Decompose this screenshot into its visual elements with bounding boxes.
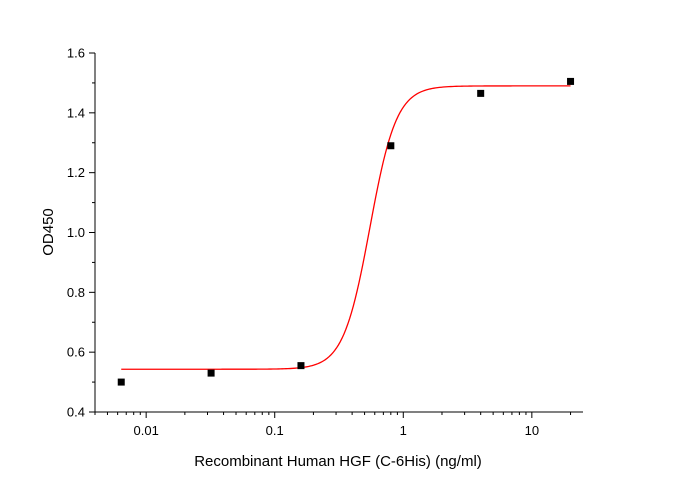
x-ticks: 0.01 0.1 1 10 xyxy=(94,412,572,438)
y-axis-title: OD450 xyxy=(40,208,57,256)
data-point xyxy=(387,142,395,150)
data-points xyxy=(117,77,575,386)
y-tick-label: 0.6 xyxy=(67,345,85,360)
y-ticks: 0.4 0.6 0.8 1.0 1.2 1.4 1.6 xyxy=(67,46,95,420)
x-tick-label: 0.1 xyxy=(266,423,284,438)
y-tick-label: 1.6 xyxy=(67,46,85,61)
fit-curve xyxy=(121,85,571,370)
fit-curve-group xyxy=(121,85,571,370)
x-tick-label: 1 xyxy=(400,423,407,438)
data-point xyxy=(297,362,305,370)
y-tick-label: 1.4 xyxy=(67,105,85,120)
x-tick-label: 10 xyxy=(525,423,539,438)
x-tick-label: 0.01 xyxy=(134,423,159,438)
y-tick-label: 1.0 xyxy=(67,225,85,240)
data-point xyxy=(117,378,125,386)
x-axis-title: Recombinant Human HGF (C-6His) (ng/ml) xyxy=(194,453,482,470)
data-point xyxy=(207,369,215,377)
data-point xyxy=(567,77,575,85)
plot-area: 0.01 0.1 1 10 0.4 0.6 0.8 1.0 1.2 1.4 1.6 xyxy=(67,46,583,438)
data-point xyxy=(477,89,485,97)
y-tick-label: 0.4 xyxy=(67,405,85,420)
y-tick-label: 1.2 xyxy=(67,165,85,180)
y-tick-label: 0.8 xyxy=(67,285,85,300)
